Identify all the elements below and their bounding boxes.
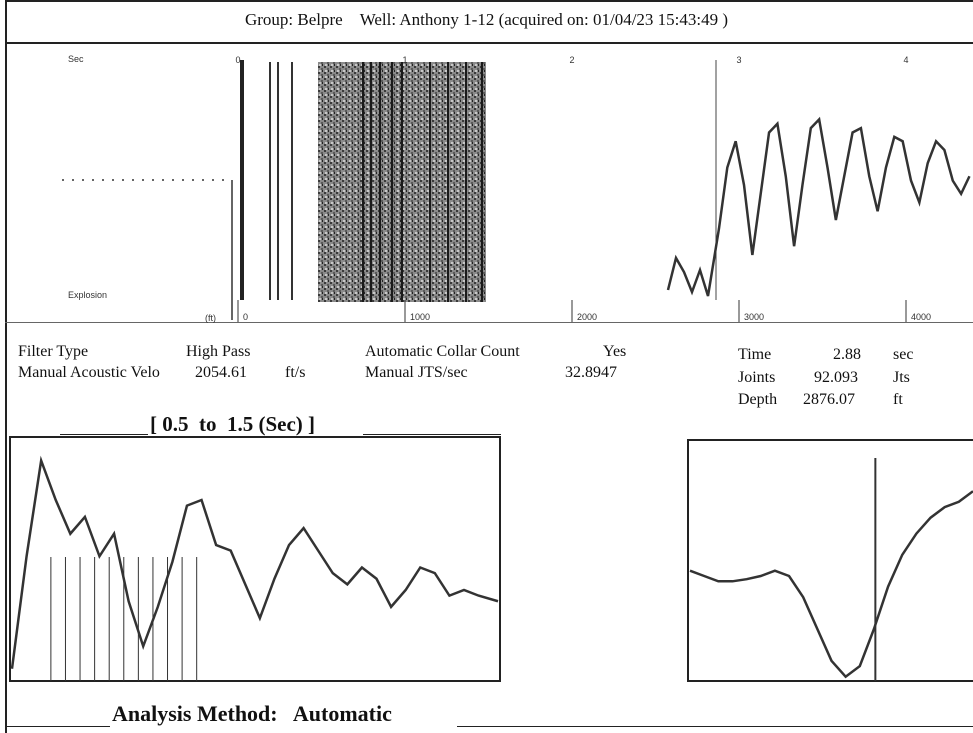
- zoom-chart-frame: [9, 436, 501, 682]
- depth-label: Depth: [738, 391, 778, 408]
- jts-value: 32.8947: [565, 364, 617, 381]
- overview-left-unit: (ft): [205, 313, 216, 323]
- time-label: Time: [738, 346, 772, 363]
- well-value: Anthony 1-12: [399, 10, 495, 29]
- analysis-left-rule: [5, 726, 110, 727]
- depth-value: 2876.07: [803, 391, 855, 408]
- collar-count-value: Yes: [603, 343, 627, 360]
- time-unit: sec: [893, 346, 914, 363]
- zoom-trace-line: [10, 455, 499, 669]
- filter-type-label: Filter Type: [18, 343, 89, 360]
- group-label: Group:: [244, 10, 294, 29]
- zoom-range-title: [ 0.5 to 1.5 (Sec) ]: [150, 412, 316, 436]
- analysis-method-text: Analysis Method: Automatic: [112, 701, 392, 726]
- well-label: Well:: [359, 10, 397, 29]
- time-value: 2.88: [833, 346, 861, 363]
- overview-left-bottom-text: Explosion: [68, 290, 108, 300]
- zoom-title-left-rule: [60, 434, 148, 435]
- acquired-text: (acquired on: 01/04/23 15:43:49 ): [498, 10, 729, 29]
- overview-top-tick-0: 0: [235, 55, 240, 65]
- collar-count-label: Automatic Collar Count: [365, 343, 520, 360]
- frame-left: [5, 0, 7, 733]
- zoom-title-right-rule: [363, 434, 501, 435]
- jts-label: Manual JTS/sec: [365, 364, 468, 381]
- joints-label: Joints: [738, 369, 776, 386]
- overview-chart: 0 1 2 3 4 0 1000 2000 3000 4000: [62, 55, 971, 322]
- velocity-value: 2054.61: [195, 364, 247, 381]
- overview-top-tick-2: 2: [569, 55, 574, 65]
- filter-type-value: High Pass: [186, 343, 251, 360]
- joints-unit: Jts: [893, 369, 910, 386]
- velocity-label: Manual Acoustic Velo: [18, 364, 160, 381]
- overview-top-tick-4: 4: [903, 55, 908, 65]
- header-title: Group: Belpre Well: Anthony 1-12 (acquir…: [0, 10, 973, 30]
- overview-bottom-tick-2: 2000: [577, 312, 597, 322]
- overview-bottom-tick-1: 1000: [410, 312, 430, 322]
- overview-top-tick-1: 1: [402, 55, 407, 65]
- frame-top: [5, 0, 973, 2]
- velocity-unit: ft/s: [285, 364, 306, 381]
- group-value: Belpre: [297, 10, 343, 29]
- overview-bottom-tick-0: 0: [243, 312, 248, 322]
- detail-chart-frame: [687, 439, 973, 682]
- overview-bottom-tick-3: 3000: [744, 312, 764, 322]
- depth-unit: ft: [893, 391, 903, 408]
- overview-trace-line: [666, 116, 971, 297]
- header-divider: [5, 42, 973, 44]
- overview-bottom-tick-4: 4000: [911, 312, 931, 322]
- joints-value: 92.093: [814, 369, 858, 386]
- overview-bottom-line: [5, 322, 973, 323]
- overview-top-tick-3: 3: [736, 55, 741, 65]
- analysis-right-rule: [457, 726, 973, 727]
- overview-left-text: Sec: [68, 54, 84, 64]
- detail-trace-line: [689, 490, 973, 679]
